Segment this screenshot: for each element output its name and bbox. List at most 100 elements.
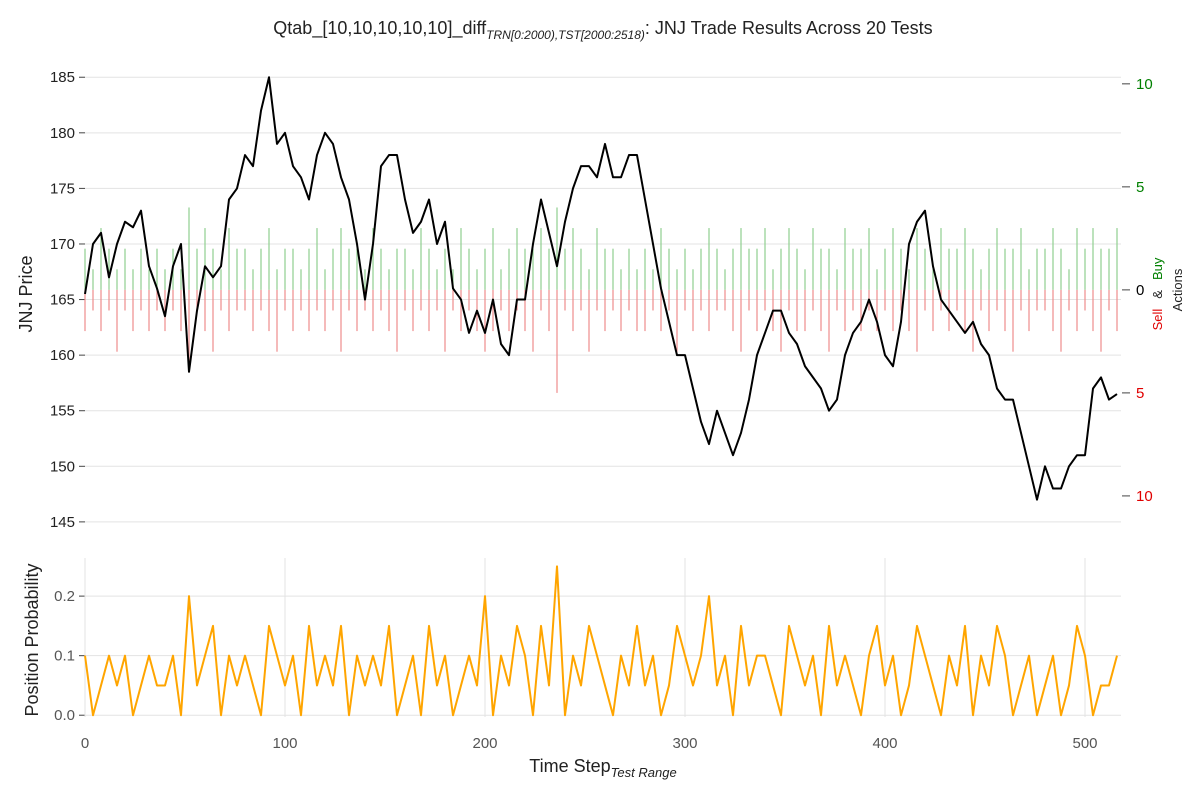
action-bar: [1100, 289, 1102, 352]
series-line: [84, 76, 1118, 501]
action-bar: [1012, 289, 1014, 352]
action-bar: [796, 289, 798, 332]
action-bar: [740, 228, 742, 290]
action-bar: [460, 289, 462, 332]
action-bar: [164, 269, 166, 290]
y-tick-label: 150: [50, 458, 75, 475]
action-bar: [1084, 248, 1086, 290]
action-bar: [860, 248, 862, 290]
action-bar: [732, 248, 734, 290]
action-bar: [604, 248, 606, 290]
action-bar: [1052, 289, 1054, 332]
action-bar: [540, 289, 542, 311]
action-bar: [1004, 289, 1006, 332]
action-bar: [524, 248, 526, 290]
action-bar: [292, 289, 294, 332]
action-bar: [540, 228, 542, 290]
action-bar: [436, 269, 438, 290]
action-bar: [100, 228, 102, 290]
action-bar: [484, 289, 486, 352]
action-bar: [1012, 248, 1014, 290]
action-bar: [324, 269, 326, 290]
action-bar: [1116, 289, 1118, 332]
y-tick-label: 170: [50, 236, 75, 253]
action-bar: [724, 269, 726, 290]
action-bar: [180, 269, 182, 290]
action-bar: [388, 289, 390, 332]
action-bar: [100, 289, 102, 332]
action-bar: [748, 248, 750, 290]
action-bar: [804, 269, 806, 290]
y-tick-label: 0.1: [54, 648, 75, 665]
action-bar: [932, 289, 934, 332]
action-bar: [212, 248, 214, 290]
action-bar: [612, 248, 614, 290]
action-bar: [884, 248, 886, 290]
action-bar: [132, 289, 134, 332]
sell-label: Sell: [1150, 309, 1165, 331]
y-tick-label: 160: [50, 347, 75, 364]
action-bar: [332, 289, 334, 311]
action-bar: [308, 248, 310, 290]
action-bar: [532, 289, 534, 352]
action-bar: [492, 228, 494, 290]
action-bar: [420, 228, 422, 290]
action-bar: [636, 289, 638, 332]
chart-title: Qtab_[10,10,10,10,10]_diffTRN[0:2000),TS…: [273, 18, 932, 42]
action-bar: [1092, 228, 1094, 290]
action-bar: [1060, 248, 1062, 290]
action-bar: [996, 289, 998, 311]
action-bar: [820, 248, 822, 290]
action-bar: [508, 289, 510, 332]
action-bar: [972, 289, 974, 352]
action-bar: [588, 269, 590, 290]
action-bar: [548, 289, 550, 332]
action-bar: [980, 289, 982, 311]
action-bar: [716, 248, 718, 290]
action-bar: [1116, 228, 1118, 290]
y2-tick-label: 5: [1136, 179, 1144, 196]
y-axis-label: JNJ Price: [16, 255, 36, 332]
action-bar: [300, 289, 302, 311]
action-bar: [516, 228, 518, 290]
action-bar: [252, 269, 254, 290]
x-label-sub: Test Range: [611, 765, 677, 780]
y2-tick-label: 10: [1136, 76, 1153, 93]
action-bar: [116, 289, 118, 352]
action-bar: [900, 248, 902, 290]
y-tick-label: 145: [50, 514, 75, 531]
action-bar: [332, 248, 334, 290]
action-bar: [380, 248, 382, 290]
action-bar: [396, 289, 398, 352]
action-bar: [1100, 248, 1102, 290]
action-bar: [556, 207, 558, 290]
action-bar: [276, 269, 278, 290]
action-bar: [924, 248, 926, 290]
action-bar: [844, 289, 846, 332]
action-bar: [764, 289, 766, 311]
action-bar: [900, 289, 902, 311]
action-bar: [908, 289, 910, 332]
action-bar: [260, 248, 262, 290]
action-bar: [428, 289, 430, 332]
action-bar: [308, 289, 310, 332]
action-bar: [1044, 248, 1046, 290]
action-bar: [468, 248, 470, 290]
action-bar: [196, 289, 198, 311]
action-bar: [236, 289, 238, 311]
action-bar: [780, 248, 782, 290]
action-bar: [852, 248, 854, 290]
action-bar: [804, 289, 806, 332]
action-bar: [532, 248, 534, 290]
action-bar: [244, 289, 246, 311]
x-tick-label: 500: [1072, 735, 1097, 752]
action-bar: [212, 289, 214, 352]
action-bar: [660, 228, 662, 290]
y-tick-label: 0.2: [54, 588, 75, 605]
action-bar: [236, 248, 238, 290]
action-bar: [108, 248, 110, 290]
action-bar: [268, 289, 270, 332]
action-bar: [500, 269, 502, 290]
action-bar: [724, 289, 726, 311]
